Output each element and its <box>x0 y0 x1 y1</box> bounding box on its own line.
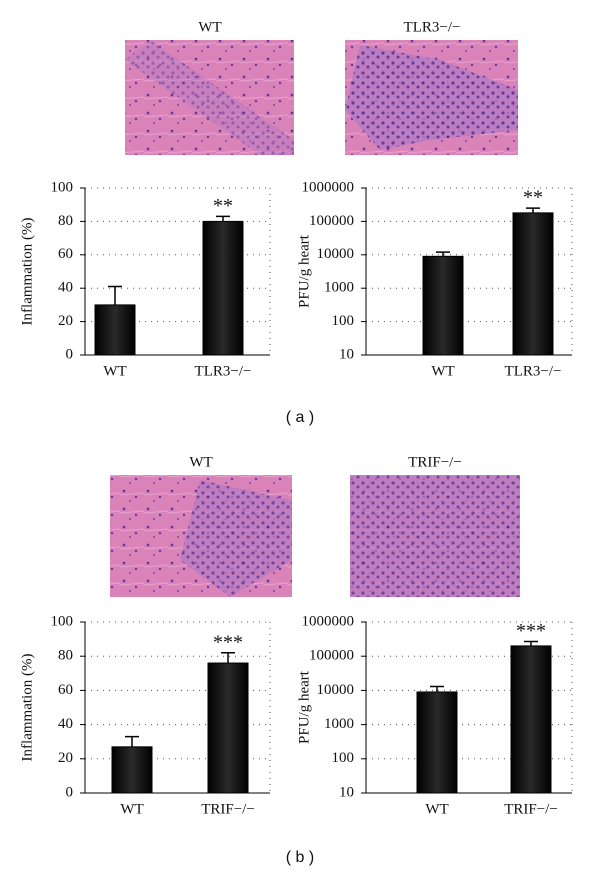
y-tick-label: 10000 <box>317 682 355 698</box>
y-tick-label: 1000000 <box>302 179 355 195</box>
bar <box>422 255 464 356</box>
significance-label: ** <box>213 195 233 217</box>
error-bar <box>436 251 450 257</box>
y-tick-label: 100 <box>51 613 74 629</box>
error-bar <box>430 685 444 692</box>
y-tick-label: 1000000 <box>302 613 355 629</box>
panel-label: ( a ) <box>286 409 314 426</box>
y-tick-label: 80 <box>58 648 73 664</box>
image-title: WT <box>189 454 212 470</box>
y-axis-label: PFU/g heart <box>296 234 312 308</box>
x-tick-label: WT <box>120 801 143 817</box>
y-tick-label: 80 <box>58 213 73 229</box>
infiltrate <box>345 45 518 150</box>
y-tick-label: 20 <box>58 750 73 766</box>
x-tick-label: TLR3−/− <box>505 363 562 379</box>
y-tick-label: 0 <box>66 784 74 800</box>
x-tick-label: WT <box>103 363 126 379</box>
infiltrate <box>125 40 294 155</box>
y-tick-label: 40 <box>58 280 73 296</box>
y-axis-label: PFU/g heart <box>296 670 312 744</box>
significance-label: *** <box>516 620 546 642</box>
y-axis-label: Inflammation (%) <box>19 654 35 762</box>
significance-label: *** <box>213 631 243 653</box>
bar <box>416 691 458 794</box>
y-tick-label: 10 <box>339 784 354 800</box>
bar <box>202 220 244 356</box>
y-tick-label: 10 <box>339 346 354 362</box>
y-tick-label: 20 <box>58 313 73 329</box>
y-tick-label: 40 <box>58 716 73 732</box>
image-title: TLR3−/− <box>404 19 461 35</box>
x-tick-label: TRIF−/− <box>201 801 255 817</box>
image-title: WT <box>198 19 221 35</box>
error-bar <box>524 640 538 646</box>
error-bar <box>221 652 235 664</box>
y-tick-label: 0 <box>66 346 74 362</box>
significance-label: ** <box>523 187 543 209</box>
bar <box>512 212 554 356</box>
y-tick-label: 60 <box>58 682 73 698</box>
y-tick-label: 100000 <box>309 648 354 664</box>
y-tick-label: 1000 <box>324 716 354 732</box>
y-tick-label: 60 <box>58 246 73 262</box>
y-tick-label: 100 <box>51 179 74 195</box>
x-tick-label: WT <box>431 363 454 379</box>
x-tick-label: WT <box>425 801 448 817</box>
bar <box>510 645 552 794</box>
y-axis-label: Inflammation (%) <box>19 218 35 326</box>
bar <box>207 662 249 794</box>
infiltrate <box>350 475 520 597</box>
y-tick-label: 100 <box>332 313 355 329</box>
x-tick-label: TLR3−/− <box>195 363 252 379</box>
y-tick-label: 10000 <box>317 246 355 262</box>
error-bar <box>526 207 540 213</box>
error-bar <box>216 215 230 222</box>
y-tick-label: 100000 <box>309 213 354 229</box>
image-title: TRIF−/− <box>408 454 462 470</box>
histology-images <box>110 40 520 597</box>
error-bar <box>125 735 139 747</box>
bar <box>94 304 136 356</box>
y-tick-label: 100 <box>332 750 355 766</box>
panel-label: ( b ) <box>286 849 314 866</box>
y-tick-label: 1000 <box>324 280 354 296</box>
error-bar <box>108 285 122 305</box>
bar <box>111 746 153 794</box>
x-tick-label: TRIF−/− <box>504 801 558 817</box>
infiltrate <box>180 480 292 597</box>
